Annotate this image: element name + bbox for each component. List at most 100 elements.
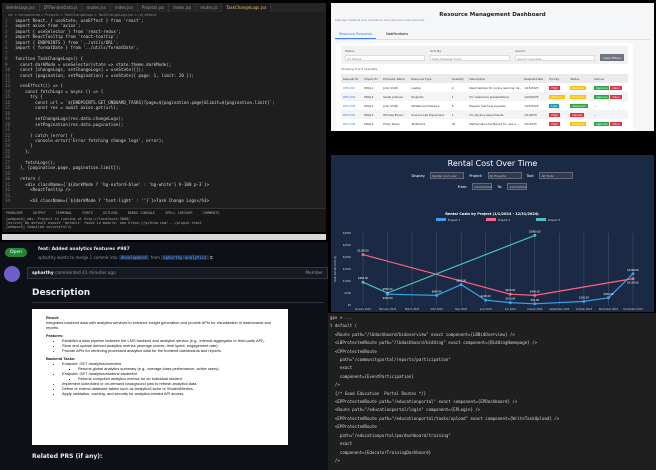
tab-resource-requests[interactable]: Resource Requests (335, 30, 377, 39)
editor-tab[interactable]: routes.js (196, 3, 223, 12)
description: Mathematics textbooks for new s... (469, 121, 519, 126)
code-line: 32 <ReactTooltip /> (5, 187, 326, 192)
line-number: 31 (5, 181, 11, 187)
data-label: $2100.00 (357, 250, 369, 253)
approve-button[interactable]: Approve (593, 85, 610, 90)
data-label: $500.00 (383, 288, 393, 291)
avatar[interactable] (4, 266, 20, 282)
chart-title: Rental Costs by Project (1/1/2024 - 12/3… (445, 212, 539, 216)
request-id[interactable]: REQ-004 (341, 110, 363, 119)
code-text: <h3 className={`${darkMode ? 'text-light… (15, 197, 210, 203)
display-select[interactable]: Rental cost over (430, 172, 465, 179)
description-image: Result: Integrates backend data with ana… (32, 309, 288, 445)
x-tick-label: May 2024 (455, 308, 467, 310)
data-point (582, 299, 586, 303)
terminal-tab[interactable]: SPELL CHECKER (165, 211, 193, 215)
code-line: 16 const url = `${ENDPOINTS.GET_ONBOARD_… (5, 100, 326, 105)
status-badge: Approved (570, 103, 588, 108)
code-text: setPagination(res.data.pagination); (15, 121, 124, 127)
request-id[interactable]: REQ-002 (341, 92, 363, 101)
code-line: path="/educationportal/pm/dashboard/trai… (330, 432, 451, 438)
requests-table: Request ID Project ID Educator Name Resourc… (341, 74, 628, 128)
tab-notifications[interactable]: Notifications (386, 32, 409, 36)
request-date: 1/15/2025 (524, 85, 539, 90)
column-header: Request ID (341, 74, 363, 83)
sort-select[interactable]: Date (Newest First) (430, 55, 511, 61)
tool-select[interactable]: All Tools (539, 172, 574, 179)
editor-tab[interactable]: DTRenderData.js (40, 3, 83, 12)
head-branch[interactable]: spharthy-analytics (161, 255, 209, 260)
request-id[interactable]: REQ-005 (343, 121, 356, 126)
status-select[interactable]: All Status (345, 55, 426, 61)
editor-tab[interactable]: routes.jsx (82, 3, 111, 12)
clear-filters-button[interactable]: Clear Filters (600, 54, 624, 61)
result-text: Integrates backend data with analytics s… (46, 320, 271, 330)
search-input[interactable]: Search requests... (515, 55, 596, 61)
line-number: 34 (5, 197, 11, 203)
y-tick-label: $3000 (343, 231, 352, 235)
project-select[interactable]: All Projects (487, 172, 522, 179)
rental-cost-panel: Rental Cost Over Time Display: Rental cos… (331, 155, 654, 312)
requests-card: Status All Status Sort By Date (Newest Fir… (336, 43, 633, 131)
copy-icon[interactable]: ⧉ (209, 255, 213, 260)
editor-tab[interactable]: index.jsx (111, 3, 138, 12)
editor-tab[interactable]: deleteLogs.jsx (2, 3, 40, 12)
code-text: <ReactTooltip /> (15, 187, 71, 193)
comment-header: spharthy commented 41 minutes ago Member (27, 267, 328, 279)
editor-tab[interactable]: Index.jsx (169, 3, 197, 12)
code-line: 15 try { (5, 94, 326, 99)
endpoint-sub: Returns computed analytics metrics for a… (78, 376, 274, 381)
legend-label: Project 2 (498, 218, 510, 222)
vscode-editor: deleteLogs.jsx DTRenderData.js routes.jsx i… (2, 3, 326, 232)
data-point (361, 280, 365, 284)
status-label: Status (345, 49, 355, 53)
code-line: path="/communityportal/reports/participa… (330, 357, 451, 363)
status-cell: Pending (568, 92, 592, 101)
routes-editor[interactable]: gpx > ... t default ( <Route path="/lbdas… (328, 313, 656, 470)
terminal-tab[interactable]: DEBUG CONSOLE (127, 211, 156, 215)
feature-item: Provide APIs for retrieving processed an… (62, 348, 274, 353)
deny-button[interactable]: Deny (610, 121, 622, 126)
code-text: } (15, 143, 33, 149)
code-line: <EPProtectedRoute path="/educationportal… (330, 415, 560, 421)
request-id[interactable]: REQ-003 (343, 103, 356, 108)
deny-button[interactable]: Deny (610, 85, 622, 90)
line-number: 18 (5, 110, 11, 116)
code-line: 26 (5, 154, 326, 159)
table-row: REQ-002 PROJ-2 Sarah Johnson Projector 1 For … (341, 92, 628, 101)
request-id[interactable]: REQ-001 (343, 85, 356, 90)
editor-tab[interactable]: Projects.jsx (138, 3, 170, 12)
endpoint-item: Endpoint: GET /analytics/student/:studen… (62, 371, 274, 376)
x-tick-label: December 2024 (623, 308, 643, 310)
terminal-tab[interactable]: COMMENTS (202, 211, 220, 215)
terminal-tab[interactable]: PORTS (82, 211, 93, 215)
column-header: Resource Type (409, 74, 450, 83)
base-branch[interactable]: development (118, 255, 150, 260)
deny-button[interactable]: Deny (610, 94, 622, 99)
column-header: Educator Name (381, 74, 410, 83)
comment-author[interactable]: spharthy (32, 271, 54, 276)
approve-button[interactable]: Approve (593, 121, 610, 126)
to-date-input[interactable]: 12/31/2024 (507, 183, 528, 190)
quantity: 5 (451, 103, 454, 108)
y-tick-label: $0 (348, 303, 352, 307)
terminal-panel: PROBLEMS OUTPUT TERMINAL PORTS GITLENS DEBUG … (2, 208, 326, 232)
terminal-tab[interactable]: TERMINAL (55, 211, 73, 215)
data-label: $950.00 (358, 277, 368, 280)
resource-type: Whiteboard Markers (411, 103, 440, 108)
terminal-tab[interactable]: OUTPUT (32, 211, 46, 215)
from-date-input[interactable]: 01/01/2024 (472, 183, 493, 190)
open-badge: Open (5, 248, 28, 257)
terminal-tab[interactable]: GITLENS (102, 211, 118, 215)
x-tick-label: January 2024 (354, 308, 371, 310)
terminal-tab[interactable]: PROBLEMS (6, 211, 23, 215)
data-label: $50.00 (531, 299, 540, 302)
code-area[interactable]: 1 import React, { useState, useEffect } f… (2, 18, 326, 203)
editor-tab[interactable]: TaskChangeLogs.jsx (222, 3, 272, 12)
x-tick-label: October 2024 (576, 308, 593, 310)
code-line: 9 const darkMode = useSelector(state => … (5, 62, 326, 67)
approve-button[interactable]: Approve (593, 94, 610, 99)
actions-cell: — (592, 101, 628, 110)
code-text: fetchLogs(); (15, 159, 56, 165)
line-number: 22 (5, 132, 11, 138)
